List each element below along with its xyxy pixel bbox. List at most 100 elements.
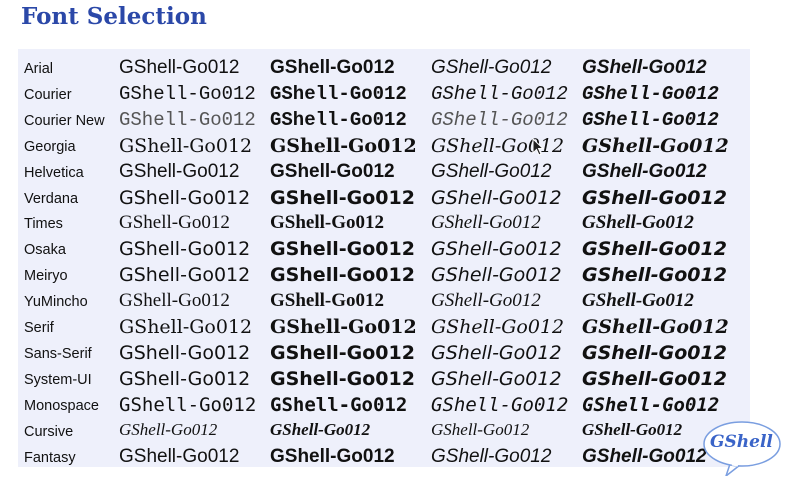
sample-regular: GShell-Go012 [119,160,240,182]
sample-bold-italic: GShell-Go012 [582,134,729,157]
font-name-label: Fantasy [24,449,76,466]
sample-regular: GShell-Go012 [119,393,257,416]
sample-bold-italic: GShell-Go012 [582,82,719,105]
font-row: Monospace GShell-Go012 GShell-Go012 GShell-… [18,393,750,419]
font-row: Arial GShell-Go012 GShell-Go012 GShell-Go01… [18,56,750,82]
sample-regular: GShell-Go012 [119,57,240,78]
sample-italic: GShell-Go012 [431,316,565,338]
font-name-label: Sans-Serif [24,345,92,362]
sample-bold: GShell-Go012 [270,445,395,467]
sample-bold: GShell-Go012 [270,341,415,364]
sample-bold: GShell-Go012 [270,419,371,439]
font-row: Verdana GShell-Go012 GShell-Go012 GShell-Go… [18,186,750,212]
sample-regular: GShell-Go012 [119,316,253,338]
sample-regular: GShell-Go012 [119,290,230,312]
font-name-label: Serif [24,320,54,336]
font-name-label: Courier [24,86,72,103]
sample-bold: GShell-Go012 [270,367,415,390]
font-name-label: Courier New [24,112,105,129]
sample-bold-italic: GShell-Go012 [582,341,727,364]
font-row: Helvetica GShell-Go012 GShell-Go012 GShell-… [18,160,750,186]
sample-bold: GShell-Go012 [270,186,415,209]
sample-regular: GShell-Go012 [119,264,251,287]
sample-regular: GShell-Go012 [119,186,251,209]
sample-regular: GShell-Go012 [119,238,251,261]
font-row: Times GShell-Go012 GShell-Go012 GShell-Go01… [18,211,750,237]
sample-regular: GShell-Go012 [119,108,256,131]
font-row: YuMincho GShell-Go012 GShell-Go012 GShell-G… [18,289,750,315]
sample-italic: GShell-Go012 [431,57,552,78]
sample-bold-italic: GShell-Go012 [582,316,729,338]
sample-italic: GShell-Go012 [431,393,569,416]
sample-italic: GShell-Go012 [431,341,562,364]
font-name-label: Arial [24,61,54,77]
sample-italic: GShell-Go012 [431,290,541,312]
font-name-label: YuMincho [24,294,88,311]
logo-text: GShell [710,432,773,452]
sample-bold-italic: GShell-Go012 [582,367,727,390]
page-title: Font Selection [21,3,207,30]
font-row: Serif GShell-Go012 GShell-Go012 GShell-Go01… [18,315,750,341]
font-name-label: Osaka [24,242,66,259]
font-row: Fantasy GShell-Go012 GShell-Go012 GShell-Go… [18,445,750,471]
sample-bold-italic: GShell-Go012 [582,160,707,182]
sample-bold-italic: GShell-Go012 [582,212,694,234]
sample-italic: GShell-Go012 [431,445,552,467]
sample-italic: GShell-Go012 [431,212,541,234]
font-name-label: Times [24,216,63,233]
gshell-logo: GShell [700,420,784,479]
sample-italic: GShell-Go012 [431,238,562,261]
font-row: System-UI GShell-Go012 GShell-Go012 GShell-… [18,367,750,393]
font-name-label: Monospace [24,397,99,414]
sample-bold-italic: GShell-Go012 [582,108,719,131]
font-row: Osaka GShell-Go012 GShell-Go012 GShell-Go01… [18,237,750,263]
sample-bold: GShell-Go012 [270,134,417,157]
sample-bold-italic: GShell-Go012 [582,419,683,439]
sample-italic: GShell-Go012 [431,108,568,131]
sample-italic: GShell-Go012 [431,82,568,105]
sample-bold-italic: GShell-Go012 [582,445,707,467]
font-name-label: Helvetica [24,164,84,181]
sample-italic: GShell-Go012 [431,160,552,182]
font-row: Cursive GShell-Go012 GShell-Go012 GShell-Go… [18,419,750,445]
sample-bold-italic: GShell-Go012 [582,290,694,312]
font-name-label: System-UI [24,371,92,388]
font-sample-table: Arial GShell-Go012 GShell-Go012 GShell-Go01… [18,49,750,467]
sample-regular: GShell-Go012 [119,82,256,105]
sample-regular: GShell-Go012 [119,212,230,234]
font-name-label: Meiryo [24,268,68,285]
font-row: Georgia GShell-Go012 GShell-Go012 GShell-Go… [18,134,750,160]
font-row: Meiryo GShell-Go012 GShell-Go012 GShell-Go0… [18,263,750,289]
sample-bold: GShell-Go012 [270,316,417,338]
font-row: Sans-Serif GShell-Go012 GShell-Go012 GShell… [18,341,750,367]
sample-bold: GShell-Go012 [270,393,408,416]
sample-bold: GShell-Go012 [270,160,395,182]
sample-bold: GShell-Go012 [270,238,415,261]
sample-regular: GShell-Go012 [119,341,251,364]
sample-bold: GShell-Go012 [270,57,395,78]
sample-bold: GShell-Go012 [270,82,407,105]
font-row: Courier GShell-Go012 GShell-Go012 GShell-Go… [18,82,750,108]
sample-italic: GShell-Go012 [431,419,530,439]
sample-bold-italic: GShell-Go012 [582,393,720,416]
sample-bold: GShell-Go012 [270,290,385,312]
sample-regular: GShell-Go012 [119,419,218,439]
mouse-cursor-icon [532,138,545,156]
sample-italic: GShell-Go012 [431,134,565,157]
sample-bold-italic: GShell-Go012 [582,57,707,78]
font-name-label: Georgia [24,138,76,155]
sample-italic: GShell-Go012 [431,186,562,209]
sample-bold: GShell-Go012 [270,108,407,131]
sample-italic: GShell-Go012 [431,367,562,390]
font-name-label: Verdana [24,190,79,207]
sample-bold-italic: GShell-Go012 [582,264,727,287]
sample-regular: GShell-Go012 [119,367,251,390]
sample-bold: GShell-Go012 [270,264,415,287]
sample-regular: GShell-Go012 [119,134,253,157]
sample-italic: GShell-Go012 [431,264,562,287]
sample-bold: GShell-Go012 [270,212,385,234]
sample-bold-italic: GShell-Go012 [582,238,727,261]
sample-regular: GShell-Go012 [119,445,240,467]
font-row: Courier New GShell-Go012 GShell-Go012 GShel… [18,108,750,134]
sample-bold-italic: GShell-Go012 [582,186,727,209]
